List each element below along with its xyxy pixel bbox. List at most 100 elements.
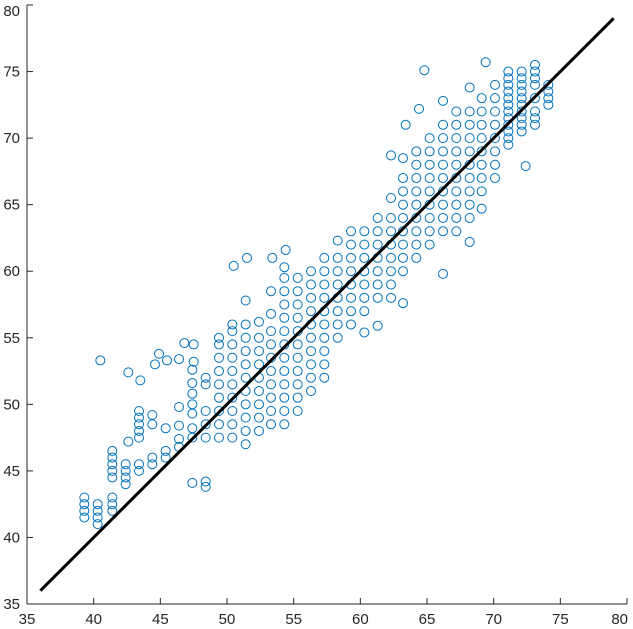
scatter-point: [464, 186, 475, 197]
scatter-point: [424, 173, 435, 184]
scatter-point: [543, 79, 554, 90]
scatter-point: [292, 352, 303, 363]
scatter-point: [92, 512, 103, 523]
scatter-point: [279, 352, 290, 363]
scatter-point: [187, 423, 198, 434]
scatter-point: [214, 379, 224, 390]
scatter-point: [346, 239, 356, 250]
scatter-point: [107, 492, 118, 503]
scatter-point: [359, 327, 370, 338]
scatter-point: [476, 93, 487, 104]
scatter-point: [200, 372, 211, 383]
scatter-point: [227, 352, 238, 363]
scatter-point: [123, 436, 134, 447]
y-tick-label: 65: [3, 197, 20, 214]
scatter-point: [359, 306, 370, 317]
scatter-point: [438, 133, 448, 144]
scatter-point: [107, 459, 118, 470]
scatter-point: [476, 173, 487, 184]
scatter-point: [306, 266, 316, 277]
scatter-point: [266, 419, 276, 430]
x-tick-label: 40: [85, 611, 102, 628]
scatter-point: [279, 272, 290, 283]
scatter-point: [214, 432, 224, 443]
scatter-point: [516, 126, 527, 137]
scatter-point: [279, 379, 290, 390]
y-tick-label: 60: [3, 263, 20, 280]
scatter-point: [438, 146, 448, 157]
scatter-point: [279, 326, 290, 337]
scatter-point: [411, 159, 422, 170]
scatter-point: [490, 146, 500, 157]
scatter-point: [92, 499, 103, 510]
scatter-point: [372, 212, 383, 223]
scatter-point: [332, 279, 343, 290]
scatter-point: [200, 405, 211, 416]
scatter-point: [332, 306, 343, 317]
scatter-point: [372, 320, 383, 331]
scatter-point: [135, 375, 146, 386]
scatter-point: [516, 86, 527, 97]
scatter-point: [120, 472, 131, 483]
scatter-point: [188, 339, 199, 350]
scatter-point: [464, 106, 475, 117]
scatter-point: [346, 226, 356, 237]
scatter-point: [120, 479, 131, 490]
scatter-point: [398, 153, 408, 164]
scatter-point: [503, 133, 514, 144]
scatter-point: [319, 292, 330, 303]
scatter-point: [451, 146, 462, 157]
scatter-point: [490, 106, 500, 117]
scatter-point: [227, 319, 238, 330]
x-tick-label: 75: [552, 611, 569, 628]
scatter-point: [411, 226, 422, 237]
scatter-point: [451, 119, 462, 130]
scatter-point: [424, 239, 435, 250]
scatter-point: [411, 199, 422, 210]
scatter-point: [240, 346, 251, 357]
scatter-point: [134, 419, 144, 430]
scatter-point: [147, 459, 158, 470]
scatter-point: [107, 472, 118, 483]
scatter-point: [398, 186, 408, 197]
scatter-point: [214, 392, 224, 403]
scatter-point: [503, 73, 514, 84]
scatter-point: [424, 146, 435, 157]
scatter-point: [95, 355, 106, 366]
scatter-point: [520, 161, 531, 172]
scatter-point: [411, 239, 422, 250]
scatter-point: [438, 95, 448, 106]
y-tick-label: 55: [3, 330, 20, 347]
scatter-point: [254, 332, 264, 343]
scatter-point: [476, 203, 487, 214]
scatter-point: [372, 239, 383, 250]
x-tick-label: 80: [611, 611, 628, 628]
scatter-point: [242, 252, 252, 263]
scatter-point: [187, 477, 198, 488]
x-tick-label: 70: [485, 611, 502, 628]
scatter-point: [214, 366, 224, 377]
scatter-point: [227, 405, 238, 416]
scatter-point: [279, 392, 290, 403]
scatter-point: [107, 445, 118, 456]
scatter-point: [134, 412, 144, 423]
scatter-point: [438, 119, 448, 130]
scatter-point: [227, 392, 238, 403]
scatter-point: [464, 212, 475, 223]
scatter-point: [319, 319, 330, 330]
scatter-point: [516, 66, 527, 77]
scatter-point: [464, 133, 475, 144]
x-tick-label: 65: [419, 611, 436, 628]
scatter-point: [332, 332, 343, 343]
scatter-point: [490, 79, 500, 90]
scatter-point: [543, 93, 554, 104]
scatter-point: [476, 133, 487, 144]
scatter-point: [346, 306, 356, 317]
scatter-point: [292, 286, 303, 297]
scatter-point: [332, 266, 343, 277]
scatter-point: [266, 392, 276, 403]
scatter-point: [174, 401, 184, 412]
scatter-point: [200, 432, 211, 443]
scatter-point: [174, 433, 184, 444]
scatter-point: [92, 505, 103, 516]
